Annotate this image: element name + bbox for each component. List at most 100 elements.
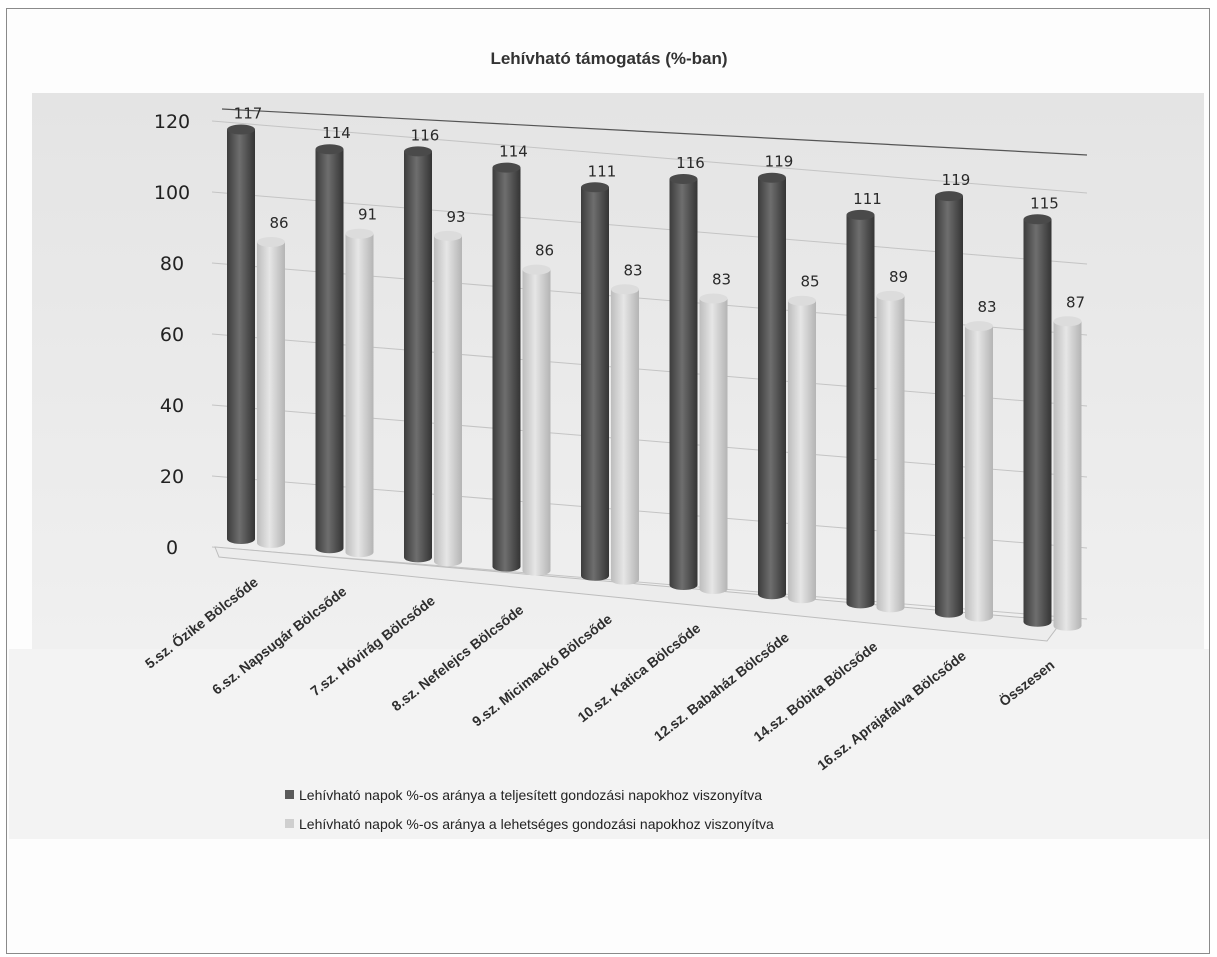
data-label-series-1-9: 115 — [1030, 194, 1059, 212]
bar-series-2-7 — [876, 290, 905, 613]
bar-series-1-1-top — [315, 144, 344, 155]
bar-series-2-5-top — [699, 293, 728, 304]
bar-series-2-3-body — [522, 269, 551, 576]
bar-series-2-4-top — [611, 284, 639, 295]
bar-series-1-6-body — [758, 177, 786, 600]
bar-series-1-5-top — [669, 174, 698, 184]
bar-series-2-6 — [788, 295, 816, 604]
bar-series-2-2-body — [434, 235, 462, 567]
y-tick-label-0: 0 — [166, 537, 178, 559]
bar-series-2-0-body — [257, 242, 285, 548]
y-tick-label-1: 20 — [160, 466, 184, 488]
bar-series-1-7-body — [846, 214, 875, 609]
bar-series-2-9-body — [1053, 321, 1082, 631]
y-tick-label-5: 100 — [154, 182, 190, 204]
bar-series-1-0-top — [227, 124, 255, 135]
bar-series-2-3 — [522, 264, 551, 576]
axis-label-band — [9, 649, 1209, 839]
bar-series-1-5-body — [669, 179, 698, 590]
bar-series-1-4-top — [581, 182, 609, 193]
y-tick-label-2: 40 — [160, 395, 184, 417]
legend-label-series-1: Lehívható napok %-os aránya a teljesítet… — [299, 787, 762, 803]
bar-series-1-8-body — [935, 196, 964, 618]
bar-series-1-7 — [846, 209, 875, 609]
bar-series-2-9 — [1053, 316, 1082, 631]
bar-series-2-8 — [965, 321, 993, 622]
y-tick-label-3: 60 — [160, 324, 184, 346]
bar-series-2-6-top — [788, 295, 816, 306]
bar-series-2-8-top — [965, 321, 993, 332]
bar-series-1-1 — [315, 144, 344, 554]
legend: Lehívható napok %-os aránya a teljesítet… — [285, 787, 774, 832]
bar-series-2-3-top — [522, 264, 551, 275]
bar-series-1-0-body — [227, 129, 255, 544]
data-label-series-2-3: 86 — [535, 242, 554, 260]
data-label-series-2-9: 87 — [1066, 293, 1085, 311]
bar-series-2-7-top — [876, 290, 905, 301]
bar-series-2-5-body — [699, 298, 728, 594]
data-label-series-1-6: 119 — [765, 153, 794, 171]
bar-series-2-2-top — [434, 230, 462, 241]
bar-series-2-4 — [611, 284, 639, 585]
bar-series-1-3-body — [492, 167, 521, 572]
data-label-series-1-2: 116 — [411, 126, 440, 144]
bar-series-1-1-body — [315, 149, 344, 554]
bar-series-1-6 — [758, 172, 786, 600]
bar-series-1-9 — [1023, 214, 1052, 627]
bar-series-2-0 — [257, 237, 285, 548]
bar-series-1-9-body — [1023, 219, 1052, 627]
bar-series-1-7-top — [846, 209, 875, 220]
data-label-series-2-8: 83 — [977, 298, 996, 316]
bar-series-1-8 — [935, 191, 964, 618]
chart-title: Lehívható támogatás (%-ban) — [490, 49, 727, 68]
data-label-series-1-5: 116 — [676, 154, 705, 172]
bar-series-1-5 — [669, 174, 698, 590]
data-label-series-2-5: 83 — [712, 271, 731, 289]
bars — [227, 124, 1082, 631]
bar-series-1-3-top — [492, 162, 521, 173]
data-label-series-1-1: 114 — [322, 124, 351, 142]
y-tick-label-4: 80 — [160, 253, 184, 275]
legend-item-series-1: Lehívható napok %-os aránya a teljesítet… — [285, 787, 762, 803]
bar-series-1-0 — [227, 124, 255, 544]
chart-canvas: Lehívható támogatás (%-ban) 0 20 40 60 80 100… — [9, 49, 1209, 839]
bar-series-2-4-body — [611, 289, 639, 585]
bar-series-2-1-body — [345, 233, 374, 558]
data-label-series-1-0: 117 — [234, 105, 263, 123]
bar-series-1-4 — [581, 182, 609, 581]
y-axis-ticks: 0 20 40 60 80 100 120 — [154, 111, 190, 559]
data-label-series-1-4: 111 — [588, 162, 617, 180]
top-edge-line — [221, 108, 1088, 156]
bar-series-1-3 — [492, 162, 521, 572]
bar-series-2-1-top — [345, 228, 374, 239]
data-label-series-2-6: 85 — [800, 273, 819, 291]
legend-swatch-series-1 — [285, 790, 294, 799]
bar-series-2-8-body — [965, 326, 993, 622]
legend-item-series-2: Lehívható napok %-os aránya a lehetséges… — [285, 816, 774, 832]
bar-series-2-7-body — [876, 295, 905, 613]
data-label-series-2-1: 91 — [358, 206, 377, 224]
data-label-series-2-4: 83 — [623, 261, 642, 279]
legend-label-series-2: Lehívható napok %-os aránya a lehetséges… — [299, 816, 774, 832]
y-tick-label-6: 120 — [154, 111, 190, 133]
data-label-series-1-7: 111 — [853, 190, 882, 208]
bar-series-1-8-top — [935, 191, 963, 202]
bar-series-1-6-top — [758, 172, 786, 183]
data-label-series-2-2: 93 — [446, 208, 465, 226]
legend-swatch-series-2 — [285, 819, 294, 828]
bar-series-2-2 — [434, 230, 462, 567]
bar-series-1-2 — [404, 146, 432, 563]
chart-frame: Lehívható támogatás (%-ban) 0 20 40 60 80 100… — [6, 8, 1210, 954]
bar-series-1-2-top — [404, 146, 432, 157]
bar-series-2-5 — [699, 293, 728, 594]
data-label-series-1-3: 114 — [499, 143, 528, 161]
data-label-series-2-7: 89 — [889, 268, 908, 286]
bar-series-1-2-body — [404, 151, 432, 563]
bar-series-2-9-top — [1053, 316, 1082, 327]
bar-series-2-1 — [345, 228, 374, 558]
data-labels: 117 86 114 91 116 93 114 86 111 83 116 83 119 85 111 89… — [234, 105, 1085, 317]
gridline-6 — [211, 120, 1088, 194]
bar-series-2-6-body — [788, 300, 816, 604]
data-label-series-2-0: 86 — [269, 214, 288, 232]
bar-series-1-4-body — [581, 187, 609, 581]
